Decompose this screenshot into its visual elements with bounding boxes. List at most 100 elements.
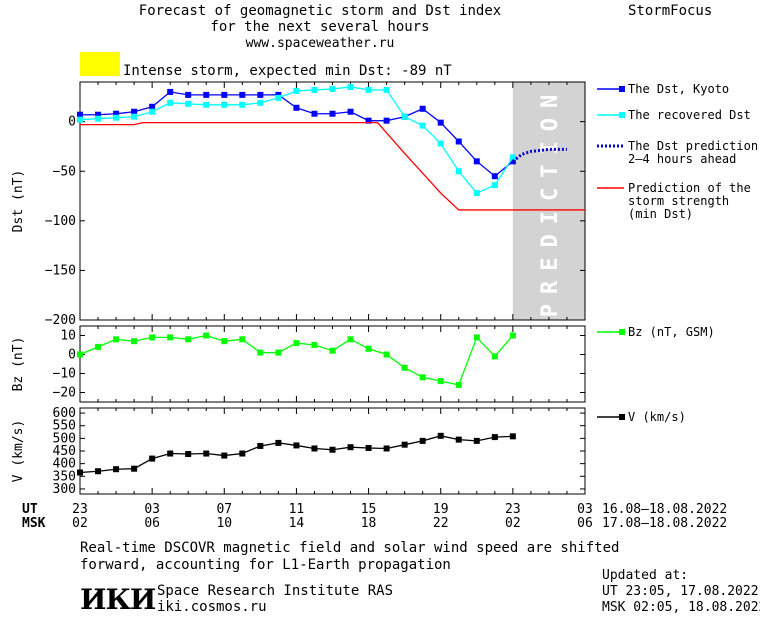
data-point [329,110,336,117]
y-tick-label: 550 [53,419,76,434]
data-point [419,374,426,381]
data-point [347,336,354,343]
data-point [347,444,354,451]
data-point [257,349,264,356]
data-point [401,364,408,371]
data-point [329,446,336,453]
data-point [491,434,498,441]
data-point [455,381,462,388]
title-line-1: Forecast of geomagnetic storm and Dst in… [138,3,502,19]
x-tick-label-msk: 18 [361,516,377,531]
data-point [329,85,336,92]
data-point [347,83,354,90]
data-point [491,173,498,180]
brand-label: StormFocus [628,3,713,19]
institute-url[interactable]: iki.cosmos.ru [157,599,267,615]
data-point [311,445,318,452]
data-point [509,332,516,339]
data-point [491,182,498,189]
data-point [257,99,264,106]
data-point [257,91,264,98]
data-point [167,88,174,95]
data-point [365,86,372,93]
data-point [95,115,102,122]
y-tick-label: 0 [68,348,76,363]
panel-frame [79,81,586,321]
y-tick-label: 350 [53,469,76,484]
storm-label: Intense storm, expected min Dst: -89 nT [123,63,452,79]
x-tick-label-msk: 14 [289,516,305,531]
data-point [167,450,174,457]
data-point [383,117,390,124]
data-point [221,452,228,459]
data-point [221,338,228,345]
data-point [131,465,138,472]
msk-date-range: 17.08–18.08.2022 [602,516,728,531]
ut-axis-label: UT [22,502,38,517]
x-tick-label-ut: 07 [216,502,232,517]
data-point [473,190,480,197]
data-point [509,154,516,161]
data-point [329,347,336,354]
y-tick-label: 300 [53,482,76,497]
data-point [293,442,300,449]
updated-msk: MSK 02:05, 18.08.2022 [602,600,760,615]
y-tick-label: 0 [68,115,76,130]
data-point [455,436,462,443]
y-axis-title: Dst (nT) [11,170,26,233]
data-point [185,336,192,343]
legend-entry: The Dst prediction [628,139,758,153]
legend-entry: V (km/s) [628,410,686,424]
iki-logo: ИКИ [80,583,156,616]
data-point [95,343,102,350]
updated-ut: UT 23:05, 17.08.2022 [602,584,759,599]
data-point [95,111,102,118]
data-point [455,168,462,175]
data-point [311,86,318,93]
y-axis-title: Bz (nT) [11,337,26,392]
data-point [473,158,480,165]
y-tick-label: −50 [53,164,76,179]
data-point [203,332,210,339]
data-point [401,441,408,448]
note-line-2: forward, accounting for L1-Earth propaga… [80,557,451,573]
data-point [419,437,426,444]
legend-entry: The Dst, Kyoto [628,82,729,96]
y-tick-label: 500 [53,431,76,446]
y-tick-label: −200 [45,313,76,328]
legend-entry: storm strength [628,194,729,208]
data-point [113,110,120,117]
data-point [203,450,210,457]
y-tick-label: −10 [53,367,76,382]
data-point [311,110,318,117]
data-point [131,113,138,120]
series-line [511,147,567,163]
data-point [221,91,228,98]
y-tick-label: 10 [60,329,76,344]
legend-entry: Prediction of the [628,181,751,195]
msk-axis-label: MSK [22,516,46,531]
x-tick-label-ut: 23 [72,502,88,517]
data-point [383,445,390,452]
data-point [257,442,264,449]
data-point [239,336,246,343]
data-point [221,101,228,108]
data-point [419,105,426,112]
legend-entry: Bz (nT, GSM) [628,325,715,339]
data-point [455,138,462,145]
data-point [149,334,156,341]
data-point [491,353,498,360]
data-point [437,140,444,147]
x-tick-label-ut: 03 [144,502,160,517]
data-point [185,100,192,107]
data-point [473,334,480,341]
series-line [79,86,514,194]
data-point [95,468,102,475]
data-point [77,469,83,476]
data-point [365,117,372,124]
legend-entry: The recovered Dst [628,108,751,122]
data-point [293,104,300,111]
data-point [149,455,156,462]
data-point [113,466,120,473]
